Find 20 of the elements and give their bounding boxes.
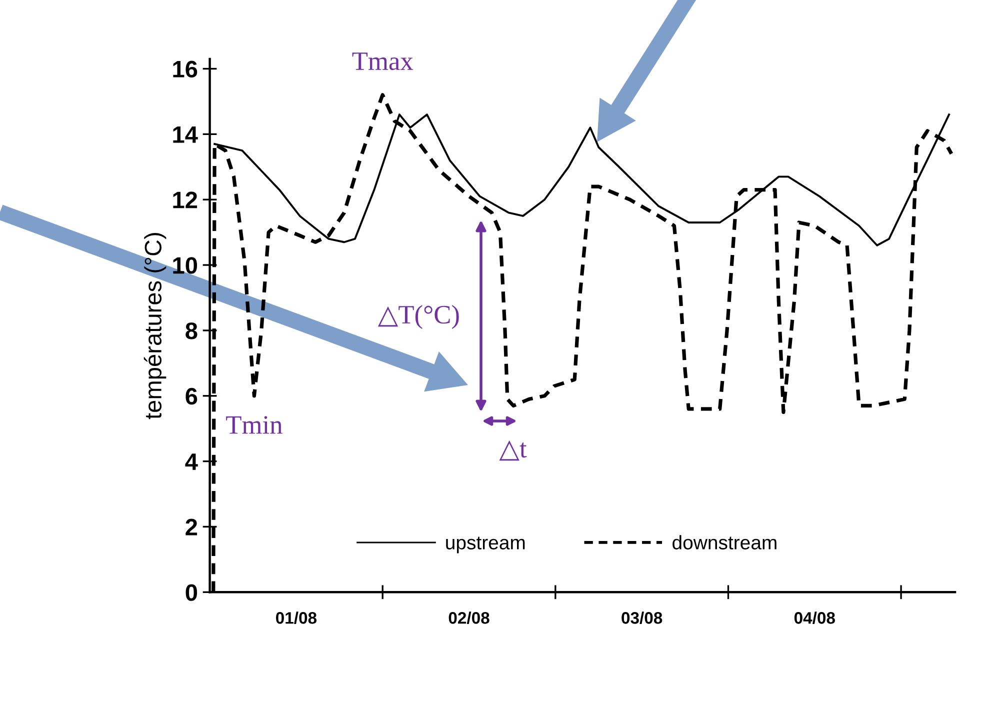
x-tick-label: 04/08 (794, 612, 835, 624)
annotation: △t (499, 440, 527, 461)
y-tick-label: 8 (186, 322, 198, 340)
y-tick-label: 4 (185, 454, 198, 470)
annotation: △T(°C) (378, 305, 459, 329)
y-tick-label: 14 (173, 126, 198, 143)
y-tick-label: 6 (186, 388, 198, 405)
x-tick-label: 01/08 (276, 612, 317, 624)
annotation: Tmin (226, 416, 282, 434)
annotation: Tmax (352, 52, 414, 70)
y-tick-label: 16 (173, 60, 198, 78)
legend-label: upstream (446, 536, 525, 554)
legend-label: downstream (672, 535, 776, 550)
y-axis-title: températures (°C) (144, 233, 166, 420)
x-tick-label: 02/08 (448, 612, 490, 624)
x-tick-label: 03/08 (622, 612, 662, 624)
y-tick-label: 10 (173, 257, 198, 274)
y-tick-label: 0 (186, 584, 198, 601)
y-tick-label: 12 (173, 192, 198, 208)
y-tick-label: 2 (186, 518, 198, 536)
